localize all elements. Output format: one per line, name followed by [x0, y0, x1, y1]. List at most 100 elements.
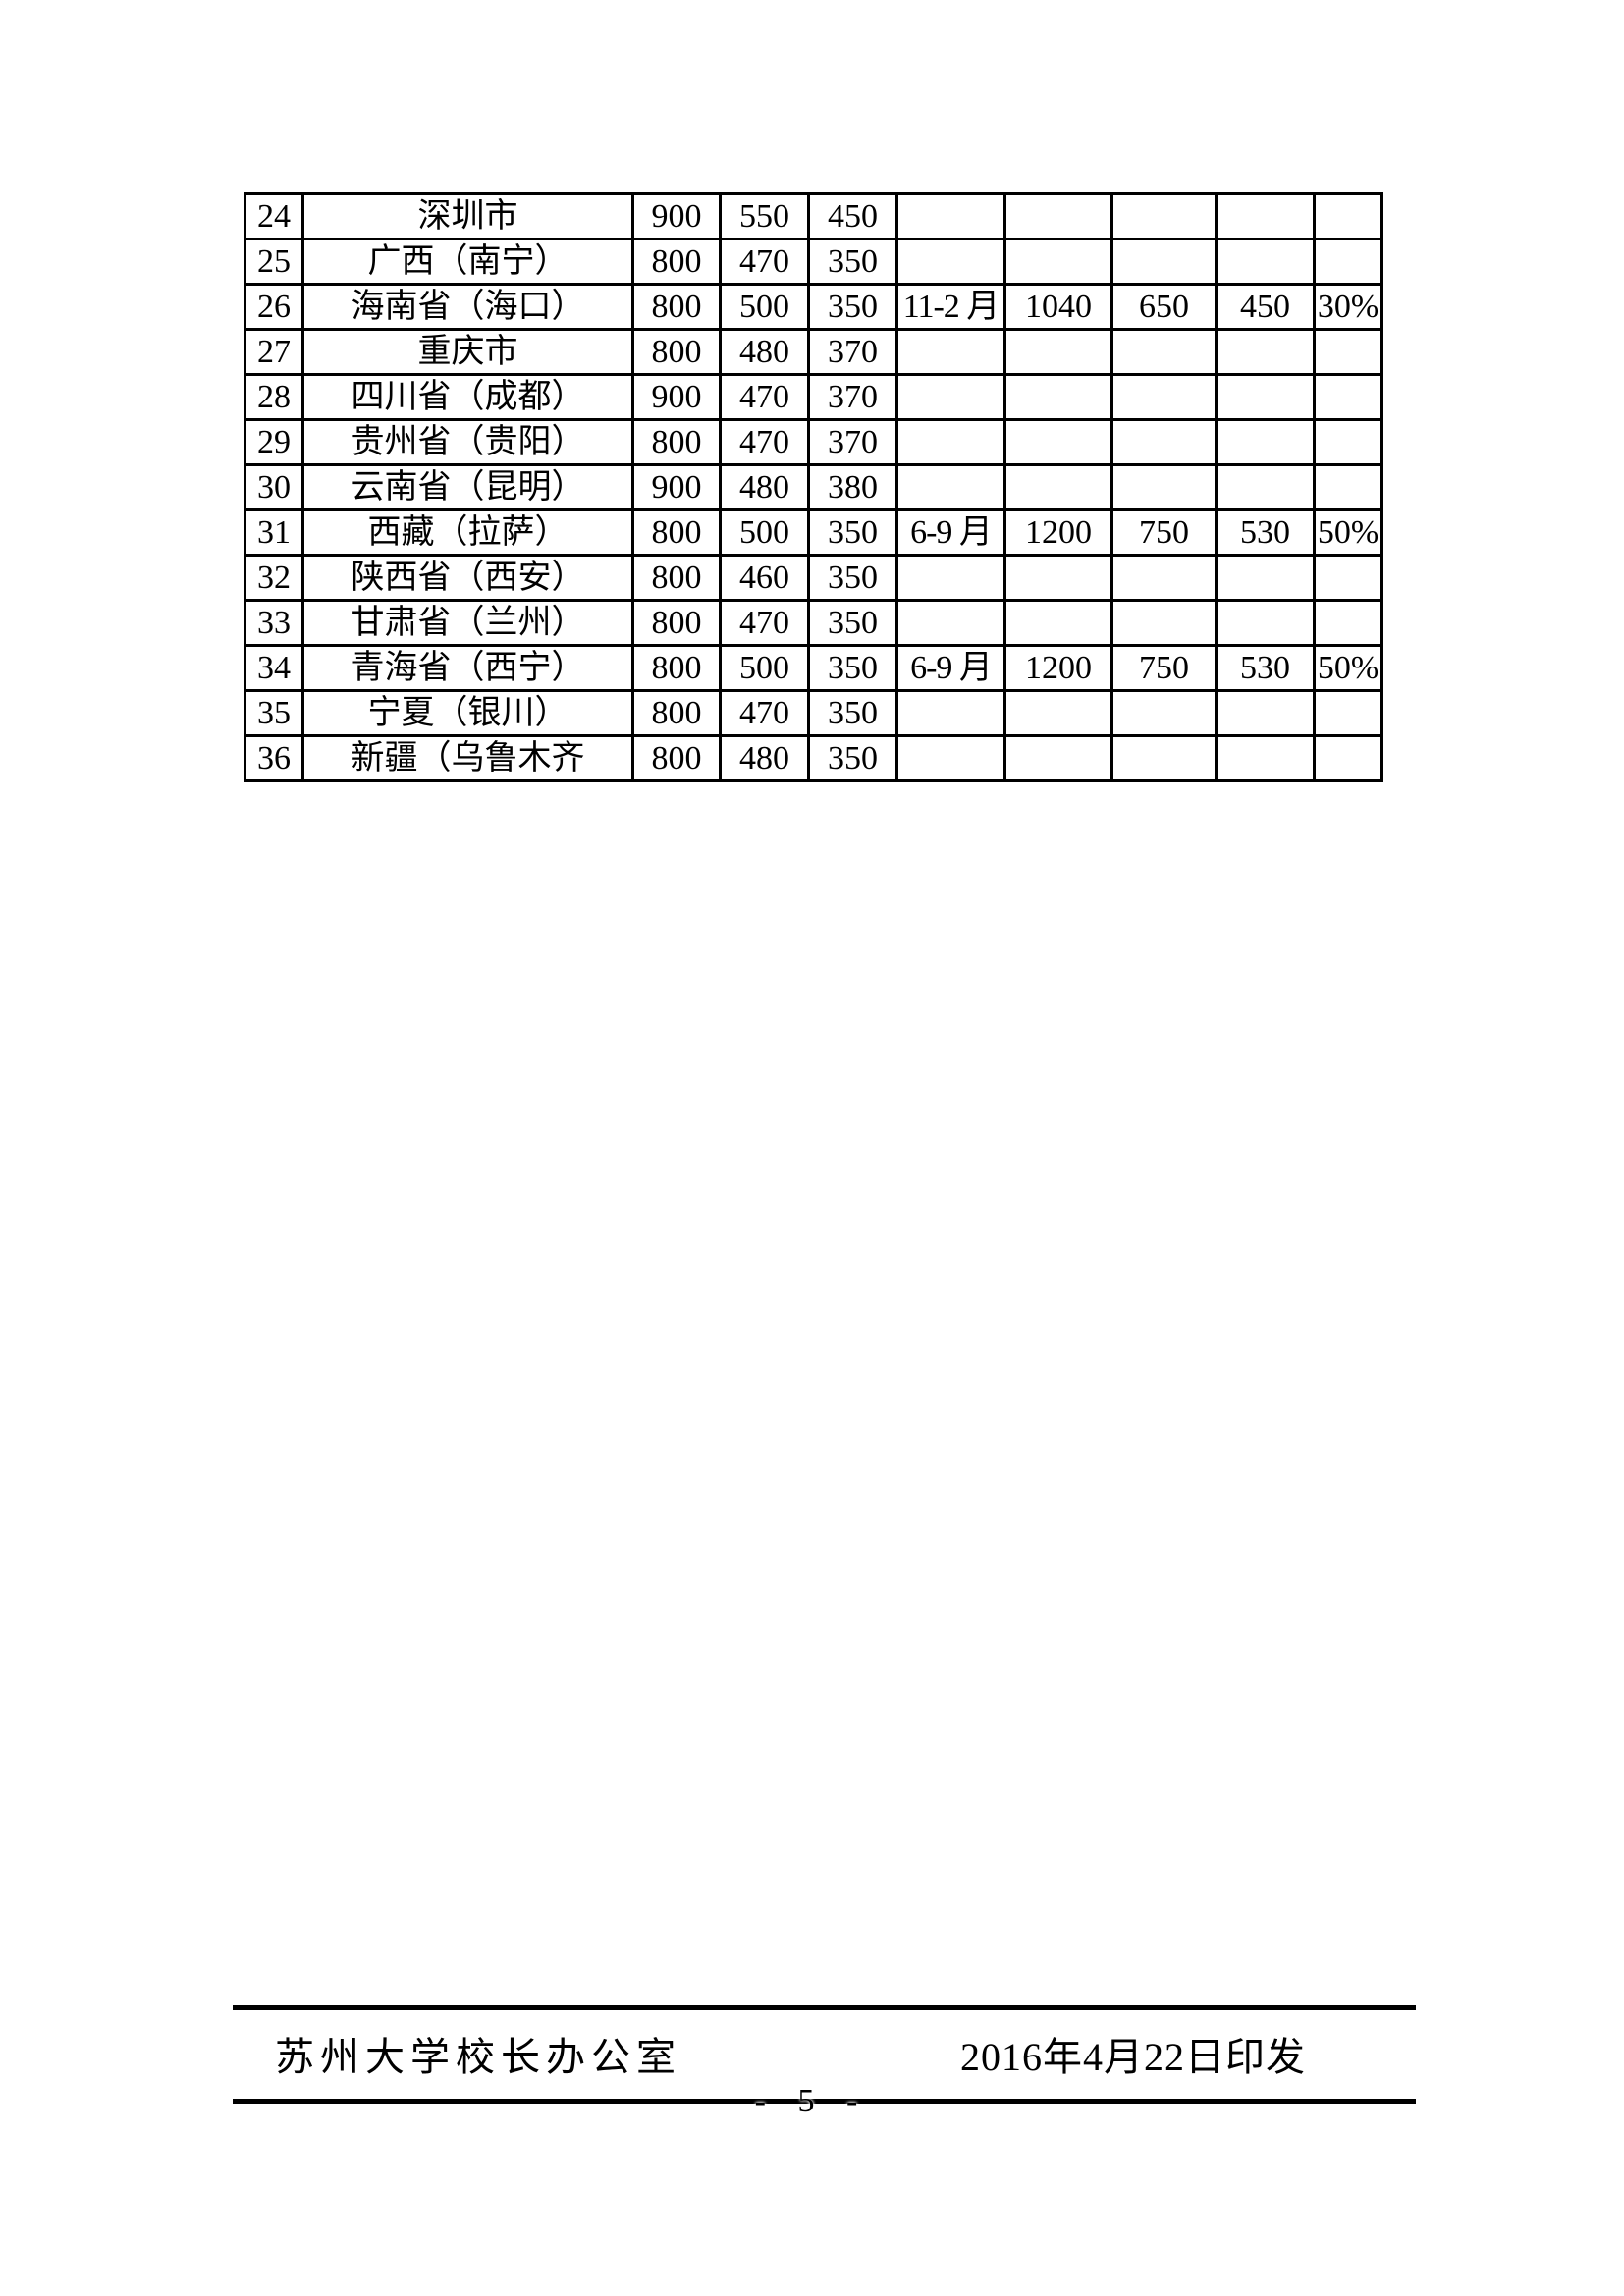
cell-region-name: 陕西省（西安） — [301, 554, 634, 602]
cell-region-name: 贵州省（贵阳） — [301, 418, 634, 466]
cell-peak-rate-2 — [1110, 373, 1218, 421]
cell-peak-rate-2 — [1110, 238, 1218, 286]
cell-row-number: 36 — [244, 734, 304, 782]
cell-peak-rate-3 — [1215, 599, 1316, 647]
cell-rate-2: 470 — [719, 689, 810, 737]
cell-rate-1: 800 — [631, 328, 722, 376]
cell-region-name: 深圳市 — [301, 192, 634, 240]
table-row: 26 海南省（海口） 800 500 350 11-2 月 1040 650 4… — [244, 283, 1383, 331]
cell-rate-1: 900 — [631, 373, 722, 421]
cell-peak-rate-2 — [1110, 328, 1218, 376]
cell-rate-3: 370 — [807, 373, 898, 421]
cell-peak-percent — [1313, 463, 1383, 511]
cell-peak-rate-1: 1200 — [1003, 508, 1113, 557]
cell-peak-months: 11-2 月 — [895, 283, 1006, 331]
cell-rate-1: 800 — [631, 734, 722, 782]
cell-row-number: 28 — [244, 373, 304, 421]
cell-peak-months — [895, 373, 1006, 421]
cell-rate-3: 450 — [807, 192, 898, 240]
cell-rate-3: 350 — [807, 238, 898, 286]
cell-peak-percent — [1313, 328, 1383, 376]
cell-peak-rate-3 — [1215, 554, 1316, 602]
cell-peak-percent — [1313, 192, 1383, 240]
cell-peak-rate-1 — [1003, 689, 1113, 737]
fee-standard-table: 24 深圳市 900 550 450 25 广西（南宁） 800 470 350… — [244, 192, 1383, 782]
cell-peak-months: 6-9 月 — [895, 508, 1006, 557]
table-row: 32 陕西省（西安） 800 460 350 — [244, 554, 1383, 602]
cell-peak-months — [895, 192, 1006, 240]
cell-rate-2: 470 — [719, 599, 810, 647]
cell-region-name: 广西（南宁） — [301, 238, 634, 286]
cell-peak-rate-2: 750 — [1110, 508, 1218, 557]
cell-peak-rate-1 — [1003, 373, 1113, 421]
cell-peak-percent — [1313, 734, 1383, 782]
cell-row-number: 33 — [244, 599, 304, 647]
cell-row-number: 26 — [244, 283, 304, 331]
cell-rate-1: 800 — [631, 283, 722, 331]
cell-rate-3: 350 — [807, 599, 898, 647]
cell-peak-rate-1 — [1003, 554, 1113, 602]
cell-row-number: 24 — [244, 192, 304, 240]
cell-peak-rate-1 — [1003, 418, 1113, 466]
cell-region-name: 新疆（乌鲁木齐 — [301, 734, 634, 782]
cell-peak-rate-2 — [1110, 689, 1218, 737]
table-row: 35 宁夏（银川） 800 470 350 — [244, 689, 1383, 737]
table-row: 29 贵州省（贵阳） 800 470 370 — [244, 418, 1383, 466]
cell-peak-rate-3 — [1215, 373, 1316, 421]
cell-peak-rate-3: 530 — [1215, 644, 1316, 692]
table-row: 24 深圳市 900 550 450 — [244, 192, 1383, 240]
cell-rate-1: 800 — [631, 599, 722, 647]
cell-peak-percent — [1313, 238, 1383, 286]
table-row: 27 重庆市 800 480 370 — [244, 328, 1383, 376]
cell-rate-1: 900 — [631, 463, 722, 511]
cell-peak-rate-2: 750 — [1110, 644, 1218, 692]
cell-peak-months — [895, 418, 1006, 466]
cell-rate-1: 800 — [631, 689, 722, 737]
cell-peak-rate-3: 530 — [1215, 508, 1316, 557]
cell-rate-3: 380 — [807, 463, 898, 511]
cell-peak-percent: 50% — [1313, 508, 1383, 557]
cell-peak-rate-3 — [1215, 418, 1316, 466]
cell-rate-1: 800 — [631, 644, 722, 692]
cell-row-number: 35 — [244, 689, 304, 737]
footer-top-rule — [233, 2005, 1416, 2010]
table-row: 28 四川省（成都） 900 470 370 — [244, 373, 1383, 421]
cell-peak-rate-1 — [1003, 463, 1113, 511]
cell-rate-2: 480 — [719, 734, 810, 782]
cell-rate-1: 900 — [631, 192, 722, 240]
cell-rate-3: 350 — [807, 283, 898, 331]
cell-peak-rate-2: 650 — [1110, 283, 1218, 331]
cell-row-number: 29 — [244, 418, 304, 466]
cell-peak-rate-3 — [1215, 463, 1316, 511]
cell-peak-rate-2 — [1110, 418, 1218, 466]
cell-rate-2: 470 — [719, 418, 810, 466]
cell-region-name: 青海省（西宁） — [301, 644, 634, 692]
cell-peak-months — [895, 328, 1006, 376]
cell-peak-months — [895, 734, 1006, 782]
cell-peak-rate-3 — [1215, 328, 1316, 376]
cell-rate-3: 350 — [807, 508, 898, 557]
cell-peak-rate-2 — [1110, 554, 1218, 602]
cell-peak-rate-1 — [1003, 238, 1113, 286]
cell-row-number: 27 — [244, 328, 304, 376]
cell-rate-2: 500 — [719, 283, 810, 331]
cell-peak-months: 6-9 月 — [895, 644, 1006, 692]
print-date-label: 2016年4月22日印发 — [960, 2035, 1306, 2079]
fee-table-body: 24 深圳市 900 550 450 25 广西（南宁） 800 470 350… — [244, 192, 1383, 782]
cell-rate-2: 470 — [719, 373, 810, 421]
cell-rate-3: 370 — [807, 418, 898, 466]
cell-row-number: 30 — [244, 463, 304, 511]
cell-peak-percent: 30% — [1313, 283, 1383, 331]
cell-region-name: 宁夏（银川） — [301, 689, 634, 737]
cell-region-name: 海南省（海口） — [301, 283, 634, 331]
issuing-office-label: 苏州大学校长办公室 — [275, 2035, 681, 2079]
cell-rate-1: 800 — [631, 554, 722, 602]
cell-peak-rate-2 — [1110, 734, 1218, 782]
cell-region-name: 西藏（拉萨） — [301, 508, 634, 557]
table-row: 30 云南省（昆明） 900 480 380 — [244, 463, 1383, 511]
cell-peak-rate-3 — [1215, 734, 1316, 782]
cell-peak-rate-3 — [1215, 689, 1316, 737]
footer-bottom-rule — [233, 2099, 1416, 2104]
table-row: 33 甘肃省（兰州） 800 470 350 — [244, 599, 1383, 647]
